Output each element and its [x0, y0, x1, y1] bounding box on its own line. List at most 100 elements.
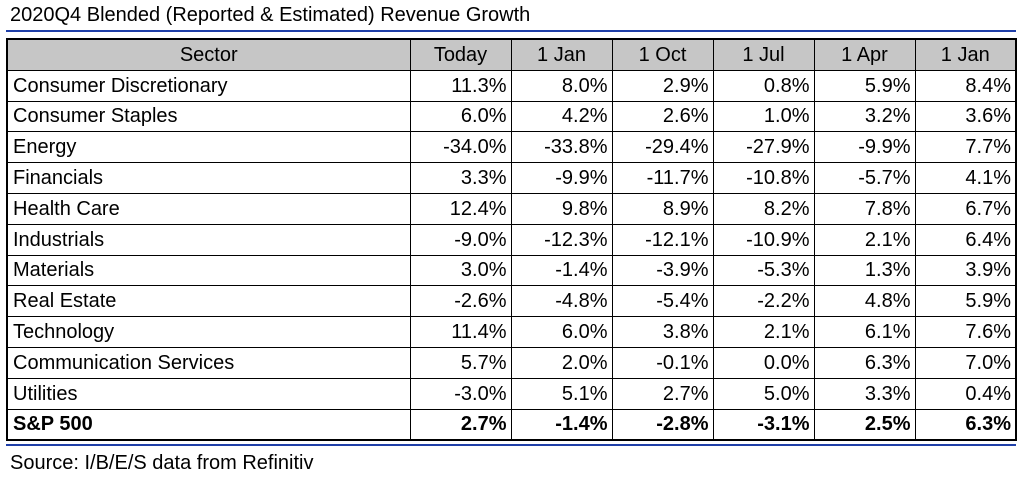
column-header: 1 Apr — [813, 38, 916, 71]
value-cell: 6.0% — [409, 100, 512, 133]
sector-cell: Materials — [6, 254, 411, 287]
value-cell: 5.7% — [409, 346, 512, 379]
table-row: Industrials -9.0% -12.3% -12.1% -10.9% 2.1% 6.… — [6, 223, 1017, 256]
sector-cell: Communication Services — [6, 346, 411, 379]
value-cell: -1.4% — [510, 408, 613, 441]
value-cell: 2.7% — [611, 377, 714, 410]
sector-cell: Energy — [6, 131, 411, 164]
value-cell: -3.9% — [611, 254, 714, 287]
value-cell: 6.7% — [914, 192, 1017, 225]
value-cell: 6.3% — [914, 408, 1017, 441]
value-cell: -9.9% — [813, 131, 916, 164]
value-cell: 9.8% — [510, 192, 613, 225]
value-cell: 2.7% — [409, 408, 512, 441]
sector-cell: S&P 500 — [6, 408, 411, 441]
value-cell: -9.0% — [409, 223, 512, 256]
value-cell: -5.4% — [611, 285, 714, 318]
value-cell: -10.9% — [712, 223, 815, 256]
table-row: Financials 3.3% -9.9% -11.7% -10.8% -5.7% 4.1% — [6, 162, 1017, 194]
value-cell: 3.2% — [813, 100, 916, 133]
sector-cell: Industrials — [6, 223, 411, 256]
value-cell: 0.8% — [712, 69, 815, 102]
value-cell: 1.0% — [712, 100, 815, 133]
column-header: 1 Jan — [510, 38, 613, 71]
table-row: Health Care 12.4% 9.8% 8.9% 8.2% 7.8% 6.7% — [6, 192, 1017, 225]
sector-cell: Utilities — [6, 377, 411, 410]
value-cell: -4.8% — [510, 285, 613, 318]
table-row: Communication Services 5.7% 2.0% -0.1% 0.0% 6… — [6, 346, 1017, 379]
value-cell: -29.4% — [611, 131, 714, 164]
value-cell: -3.0% — [409, 377, 512, 410]
value-cell: 5.1% — [510, 377, 613, 410]
value-cell: 4.2% — [510, 100, 613, 133]
value-cell: -12.3% — [510, 223, 613, 256]
table-row: Materials 3.0% -1.4% -3.9% -5.3% 1.3% 3.9% — [6, 254, 1017, 287]
value-cell: 3.0% — [409, 254, 512, 287]
value-cell: 6.1% — [813, 316, 916, 348]
table-row: Energy -34.0% -33.8% -29.4% -27.9% -9.9% 7.7% — [6, 131, 1017, 164]
value-cell: 6.3% — [813, 346, 916, 379]
value-cell: -9.9% — [510, 162, 613, 194]
value-cell: 11.4% — [409, 316, 512, 348]
sector-cell: Consumer Discretionary — [6, 69, 411, 102]
value-cell: 8.4% — [914, 69, 1017, 102]
value-cell: -2.6% — [409, 285, 512, 318]
value-cell: -33.8% — [510, 131, 613, 164]
table-row: Real Estate -2.6% -4.8% -5.4% -2.2% 4.8% 5.9% — [6, 285, 1017, 318]
sector-cell: Real Estate — [6, 285, 411, 318]
value-cell: -12.1% — [611, 223, 714, 256]
column-header: 1 Jan — [914, 38, 1017, 71]
header-row: Sector Today 1 Jan 1 Oct 1 Jul 1 Apr 1 J… — [6, 38, 1017, 71]
value-cell: 3.9% — [914, 254, 1017, 287]
value-cell: 2.0% — [510, 346, 613, 379]
value-cell: -5.3% — [712, 254, 815, 287]
value-cell: 5.9% — [813, 69, 916, 102]
sector-cell: Financials — [6, 162, 411, 194]
table-title: 2020Q4 Blended (Reported & Estimated) Re… — [10, 4, 531, 26]
table-row: Consumer Staples 6.0% 4.2% 2.6% 1.0% 3.2% 3.6% — [6, 100, 1017, 133]
table-row: Technology 11.4% 6.0% 3.8% 2.1% 6.1% 7.6% — [6, 316, 1017, 348]
value-cell: 3.6% — [914, 100, 1017, 133]
value-cell: -3.1% — [712, 408, 815, 441]
value-cell: -5.7% — [813, 162, 916, 194]
table-row: Utilities -3.0% 5.1% 2.7% 5.0% 3.3% 0.4% — [6, 377, 1017, 410]
value-cell: 11.3% — [409, 69, 512, 102]
value-cell: 5.9% — [914, 285, 1017, 318]
value-cell: 2.1% — [813, 223, 916, 256]
revenue-growth-table: Sector Today 1 Jan 1 Oct 1 Jul 1 Apr 1 J… — [6, 38, 1017, 442]
value-cell: -0.1% — [611, 346, 714, 379]
value-cell: 7.7% — [914, 131, 1017, 164]
value-cell: 7.8% — [813, 192, 916, 225]
value-cell: -27.9% — [712, 131, 815, 164]
column-header: 1 Oct — [611, 38, 714, 71]
value-cell: 5.0% — [712, 377, 815, 410]
value-cell: 2.6% — [611, 100, 714, 133]
value-cell: 6.0% — [510, 316, 613, 348]
value-cell: -2.8% — [611, 408, 714, 441]
column-header: Sector — [6, 38, 411, 71]
value-cell: 4.1% — [914, 162, 1017, 194]
value-cell: 3.3% — [813, 377, 916, 410]
value-cell: 8.0% — [510, 69, 613, 102]
value-cell: 8.2% — [712, 192, 815, 225]
value-cell: 4.8% — [813, 285, 916, 318]
value-cell: 0.4% — [914, 377, 1017, 410]
column-header: 1 Jul — [712, 38, 815, 71]
value-cell: 12.4% — [409, 192, 512, 225]
value-cell: 8.9% — [611, 192, 714, 225]
table-row: Consumer Discretionary 11.3% 8.0% 2.9% 0.8% 5… — [6, 69, 1017, 102]
bottom-rule — [6, 444, 1016, 446]
value-cell: 3.8% — [611, 316, 714, 348]
sector-cell: Health Care — [6, 192, 411, 225]
value-cell: -10.8% — [712, 162, 815, 194]
value-cell: 1.3% — [813, 254, 916, 287]
value-cell: 2.1% — [712, 316, 815, 348]
value-cell: 2.5% — [813, 408, 916, 441]
table-row: S&P 500 2.7% -1.4% -2.8% -3.1% 2.5% 6.3% — [6, 408, 1017, 441]
sector-cell: Consumer Staples — [6, 100, 411, 133]
value-cell: 0.0% — [712, 346, 815, 379]
value-cell: 7.0% — [914, 346, 1017, 379]
value-cell: -1.4% — [510, 254, 613, 287]
value-cell: 7.6% — [914, 316, 1017, 348]
value-cell: 6.4% — [914, 223, 1017, 256]
